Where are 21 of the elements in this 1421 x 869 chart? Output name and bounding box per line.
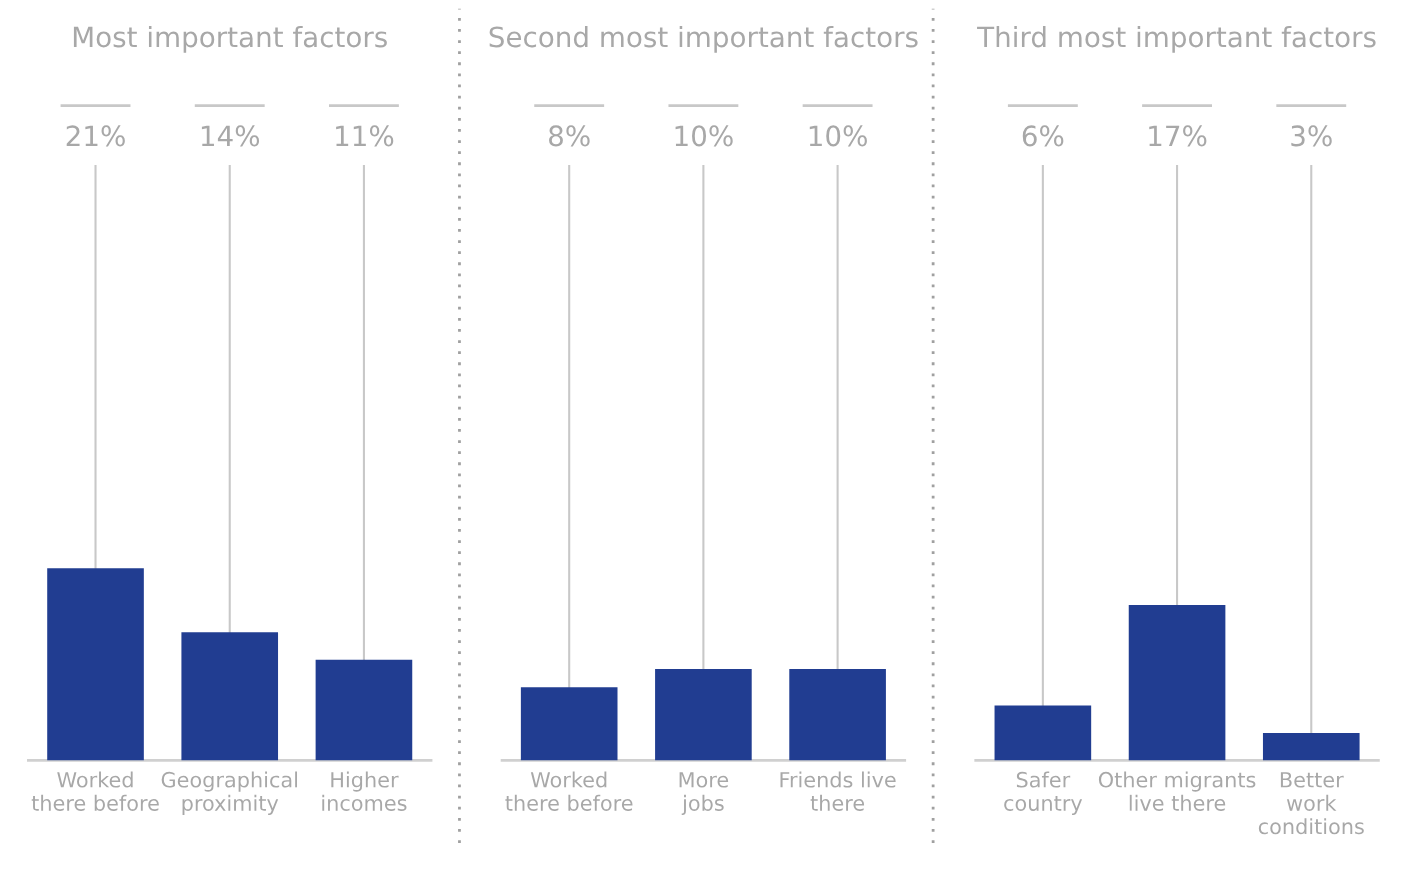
x-tick-label: Higher incomes	[322, 771, 407, 811]
chart-title: Most important factors	[73, 25, 387, 53]
data-label: 10%	[675, 125, 733, 147]
data-label: 10%	[809, 125, 867, 147]
data-label: 6%	[1022, 125, 1064, 147]
data-label: 17%	[1149, 125, 1207, 147]
data-label: 21%	[66, 125, 125, 147]
data-label: 3%	[1291, 125, 1332, 147]
x-tick-label: Geographical proximity	[161, 771, 298, 815]
x-tick-label: Friends live there	[780, 771, 896, 811]
x-tick-label: More jobs	[679, 772, 729, 815]
chart-title: Second most important factors	[489, 25, 918, 53]
data-label: 14%	[201, 125, 260, 147]
x-tick-label: Better work conditions	[1258, 772, 1364, 835]
x-tick-label: Other migrants live there	[1098, 771, 1256, 811]
x-tick-label: Worked there before	[505, 771, 633, 811]
chart-title: Third most important factors	[977, 25, 1376, 53]
data-label: 11%	[336, 125, 394, 147]
x-tick-label: Safer country	[1004, 771, 1083, 815]
data-label: 8%	[549, 125, 590, 147]
x-tick-label: Worked there before	[31, 771, 159, 811]
